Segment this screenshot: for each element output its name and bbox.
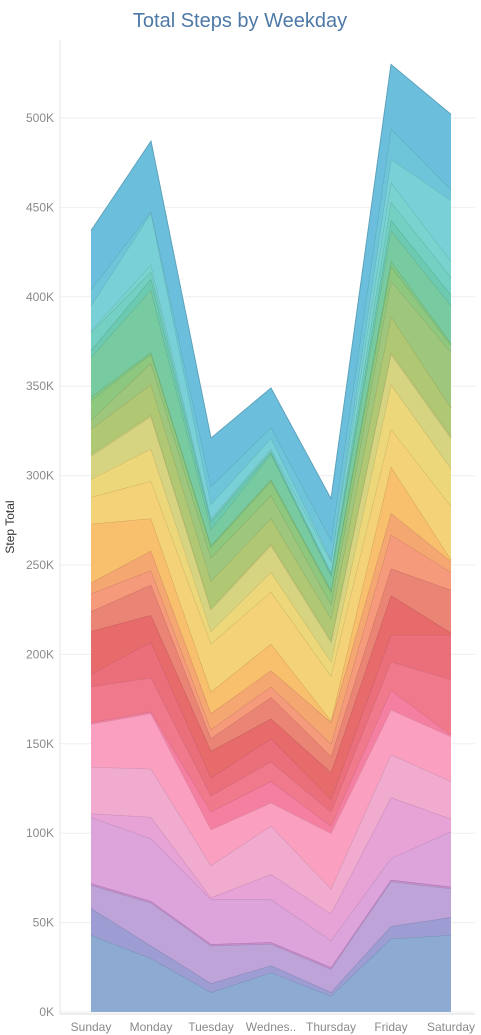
y-tick-label: 400K xyxy=(26,290,54,304)
area-series-22 xyxy=(91,280,451,619)
area-series-13 xyxy=(91,568,451,773)
x-tick-label: Thursday xyxy=(306,1020,356,1034)
y-tick-label: 50K xyxy=(33,916,54,930)
y-axis-label: Step Total xyxy=(3,500,17,553)
area-series-5 xyxy=(91,817,451,968)
y-tick-label: 300K xyxy=(26,469,54,483)
y-tick-label: 450K xyxy=(26,200,54,214)
x-axis-ticks: Sunday Monday Tuesday Wednes.. Thursday Frida… xyxy=(71,1020,475,1034)
area-series-3 xyxy=(91,881,451,993)
area-series-1 xyxy=(91,935,451,1012)
area-series-7 xyxy=(91,754,451,914)
y-tick-label: 500K xyxy=(26,111,54,125)
y-tick-label: 0K xyxy=(39,1005,54,1019)
x-tick-label: Monday xyxy=(130,1020,173,1034)
area-series-25 xyxy=(91,230,451,590)
area-series-12 xyxy=(91,595,451,800)
x-tick-label: Friday xyxy=(374,1020,407,1034)
area-series-15 xyxy=(91,513,451,744)
x-tick-label: Sunday xyxy=(71,1020,112,1034)
area-series-30 xyxy=(91,128,451,560)
y-tick-label: 100K xyxy=(26,826,54,840)
area-series-8 xyxy=(91,709,451,889)
x-tick-label: Tuesday xyxy=(188,1020,234,1034)
x-tick-label: Saturday xyxy=(427,1020,475,1034)
area-series-31-edge xyxy=(90,63,452,501)
area-series-23 xyxy=(91,266,451,605)
area-series-11 xyxy=(91,634,451,812)
area-series-2 xyxy=(91,908,451,996)
area-series-29 xyxy=(91,159,451,562)
x-tick-label: Wednes.. xyxy=(246,1020,296,1034)
area-series-26 xyxy=(91,219,451,576)
area-series-28 xyxy=(91,182,451,573)
area-series-6 xyxy=(91,797,451,941)
area-series-14 xyxy=(91,534,451,757)
y-tick-label: 200K xyxy=(26,647,54,661)
chart-title: Total Steps by Weekday xyxy=(133,10,347,32)
y-tick-label: 250K xyxy=(26,558,54,572)
area-series-10 xyxy=(91,661,451,826)
area-series-31 xyxy=(91,64,451,541)
y-tick-label: 350K xyxy=(26,379,54,393)
area-series-27 xyxy=(91,202,451,574)
y-axis-ticks: 0K 50K 100K 150K 200K 250K 300K 350K 400K 450K 500… xyxy=(26,111,54,1019)
y-tick-label: 150K xyxy=(26,737,54,751)
area-series-group xyxy=(90,63,452,1012)
